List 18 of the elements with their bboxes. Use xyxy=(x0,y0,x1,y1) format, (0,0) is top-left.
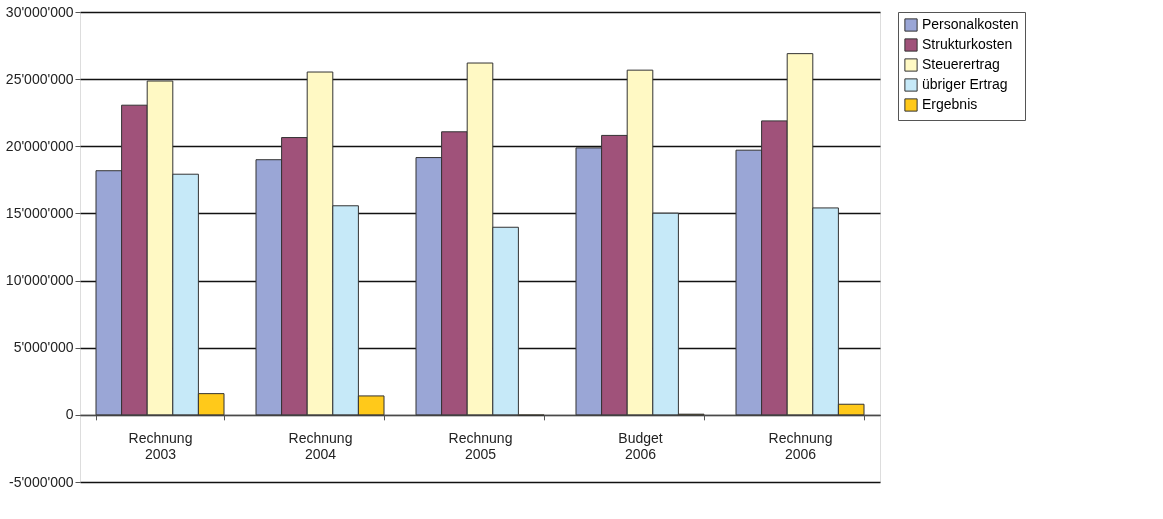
x-tick-label: Rechnung 2004 xyxy=(288,430,353,463)
y-tick-label: 25'000'000 xyxy=(5,70,74,87)
x-tick-label: Rechnung 2005 xyxy=(448,430,513,463)
legend-label: Steuerertrag xyxy=(922,56,1000,72)
x-tick-label: Rechnung 2003 xyxy=(128,430,193,463)
y-tick-label: -5'000'000 xyxy=(8,473,74,490)
legend-label: Ergebnis xyxy=(922,96,978,112)
y-tick-label: 0 xyxy=(65,406,74,423)
y-tick-label: 15'000'000 xyxy=(5,204,74,221)
y-tick-label: 5'000'000 xyxy=(13,339,74,356)
x-tick-label: Rechnung 2006 xyxy=(768,430,833,463)
x-tick-label: Budget 2006 xyxy=(618,430,663,463)
legend-label: übriger Ertrag xyxy=(922,76,1008,92)
y-tick-label: 10'000'000 xyxy=(5,272,74,289)
legend-label: Personalkosten xyxy=(922,16,1019,32)
legend-label: Strukturkosten xyxy=(922,36,1013,52)
y-tick-label: 30'000'000 xyxy=(5,3,74,20)
y-tick-label: 20'000'000 xyxy=(5,137,74,154)
